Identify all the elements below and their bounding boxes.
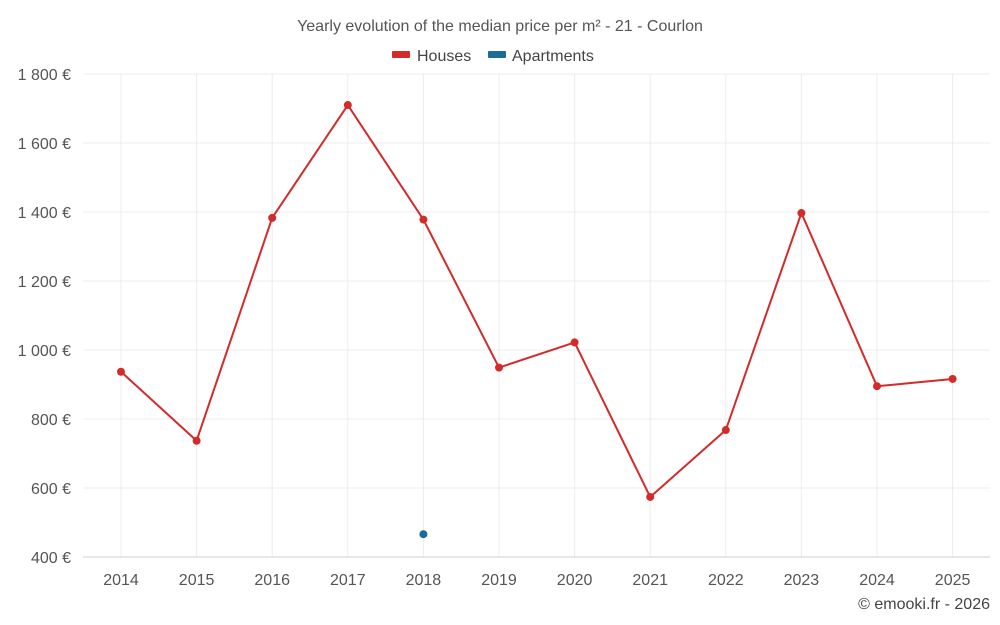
legend-swatch-apartments [488,51,506,58]
chart-title: Yearly evolution of the median price per… [297,18,703,35]
data-point-houses-2019[interactable] [495,363,503,372]
data-point-houses-2023[interactable] [797,209,806,218]
series [117,101,957,539]
y-tick-label: 400 € [31,550,71,567]
data-point-houses-2021[interactable] [646,492,655,501]
axes: 400 € 600 € 800 € 1 000 € 1 200 € 1 400 € 1 60… [18,67,990,589]
data-point-houses-2018[interactable] [419,215,428,224]
data-point-houses-2020[interactable] [570,338,579,347]
legend: Houses Apartments [392,48,594,65]
x-tick-label: 2023 [784,572,820,589]
data-point-houses-2025[interactable] [948,374,957,383]
x-tick-label: 2022 [708,572,744,589]
y-tick-label: 800 € [31,412,71,429]
x-tick-label: 2020 [557,572,593,589]
x-tick-label: 2021 [632,572,668,589]
data-point-houses-2015[interactable] [192,436,201,445]
x-tick-label: 2025 [935,572,971,589]
legend-item-houses[interactable]: Houses [392,48,471,65]
data-point-apartments-2018[interactable] [419,530,428,539]
x-tick-label: 2024 [859,572,895,589]
x-tick-label: 2017 [330,572,366,589]
y-tick-label: 1 600 € [18,136,71,153]
data-point-houses-2016[interactable] [268,213,277,222]
series-line-houses [120,104,953,498]
legend-swatch-houses [392,51,410,58]
legend-label-houses: Houses [417,48,471,65]
data-point-houses-2017[interactable] [343,101,352,110]
x-tick-label: 2018 [406,572,442,589]
x-tick-label: 2014 [103,572,139,589]
data-point-houses-2014[interactable] [117,367,125,376]
y-tick-label: 1 200 € [18,274,71,291]
x-tick-label: 2015 [179,572,215,589]
y-tick-label: 1 800 € [18,67,71,84]
y-tick-label: 600 € [31,481,71,498]
legend-item-apartments[interactable]: Apartments [488,48,594,65]
x-tick-label: 2019 [481,572,517,589]
data-point-houses-2022[interactable] [721,426,730,435]
credit-text: © emooki.fr - 2026 [858,596,990,613]
grid [83,73,990,557]
x-tick-label: 2016 [254,572,290,589]
legend-label-apartments: Apartments [512,48,594,65]
y-tick-label: 1 000 € [18,343,71,360]
data-point-houses-2024[interactable] [873,382,881,391]
y-tick-label: 1 400 € [18,205,71,222]
